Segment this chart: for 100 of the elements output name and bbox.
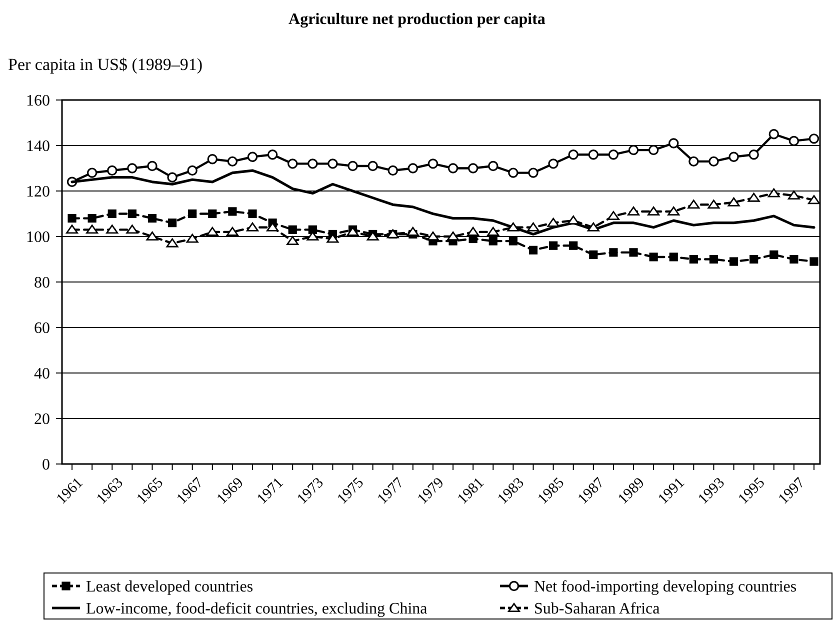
point bbox=[247, 152, 258, 162]
point bbox=[669, 252, 678, 262]
point bbox=[528, 168, 538, 178]
y-tick-label: 0 bbox=[42, 456, 50, 474]
point bbox=[408, 163, 418, 174]
point bbox=[147, 160, 158, 172]
point bbox=[107, 165, 118, 176]
point bbox=[808, 134, 820, 144]
point bbox=[528, 246, 538, 254]
point bbox=[708, 200, 720, 209]
point bbox=[166, 238, 178, 248]
x-tick-label: 1981 bbox=[454, 474, 488, 508]
y-tick-label: 40 bbox=[34, 366, 50, 383]
point bbox=[426, 232, 439, 240]
point bbox=[328, 158, 338, 169]
point bbox=[648, 206, 660, 216]
point bbox=[728, 197, 740, 206]
point bbox=[748, 150, 759, 160]
point bbox=[88, 214, 96, 223]
y-tick-label: 120 bbox=[26, 184, 50, 201]
point bbox=[628, 206, 640, 216]
point bbox=[288, 225, 297, 234]
point bbox=[447, 232, 460, 240]
point bbox=[607, 211, 620, 220]
point bbox=[108, 209, 116, 218]
point bbox=[568, 150, 578, 160]
point bbox=[728, 152, 739, 162]
y-tick-label: 100 bbox=[26, 229, 50, 246]
point bbox=[748, 192, 760, 202]
point bbox=[206, 226, 218, 236]
point bbox=[267, 150, 278, 160]
point bbox=[629, 248, 638, 257]
legend-label: Low-income, food-deficit countries, excluding China bbox=[86, 600, 428, 618]
point bbox=[649, 252, 658, 262]
y-tick-label: 60 bbox=[34, 320, 50, 338]
point bbox=[188, 209, 197, 218]
point bbox=[226, 226, 238, 236]
point bbox=[467, 226, 480, 236]
point bbox=[668, 206, 680, 216]
point bbox=[227, 156, 238, 167]
point bbox=[648, 144, 659, 156]
point bbox=[186, 234, 198, 243]
point bbox=[168, 218, 177, 228]
x-tick-label: 1961 bbox=[54, 474, 86, 508]
legend-label: Least developed countries bbox=[86, 578, 254, 596]
point bbox=[589, 250, 598, 259]
point bbox=[348, 160, 358, 172]
point bbox=[68, 214, 76, 223]
point bbox=[487, 226, 500, 236]
point bbox=[768, 188, 780, 198]
point bbox=[187, 165, 198, 176]
point bbox=[527, 222, 540, 232]
y-tick-label: 20 bbox=[34, 411, 50, 428]
point bbox=[567, 216, 580, 225]
point bbox=[488, 160, 498, 172]
point bbox=[608, 150, 619, 160]
point bbox=[609, 248, 618, 257]
point bbox=[148, 214, 157, 223]
point bbox=[388, 165, 398, 176]
chart-title: Agriculture net production per capita bbox=[288, 11, 546, 28]
point bbox=[788, 136, 800, 146]
point bbox=[288, 158, 298, 169]
point bbox=[167, 172, 178, 182]
point bbox=[86, 168, 98, 178]
point bbox=[66, 224, 78, 234]
point bbox=[508, 236, 518, 246]
point bbox=[207, 154, 218, 164]
point bbox=[668, 138, 679, 148]
y-tick-label: 140 bbox=[26, 138, 50, 156]
x-tick-label: 1991 bbox=[655, 474, 688, 508]
point bbox=[548, 241, 558, 250]
point bbox=[587, 222, 600, 232]
point bbox=[126, 224, 138, 234]
y-tick-label: 80 bbox=[34, 274, 50, 292]
point bbox=[790, 254, 798, 264]
point bbox=[127, 163, 138, 174]
point bbox=[488, 236, 498, 246]
point bbox=[228, 207, 237, 216]
point bbox=[788, 190, 800, 200]
point bbox=[688, 200, 700, 209]
point bbox=[468, 163, 478, 174]
point bbox=[768, 129, 779, 140]
x-tick-label: 1971 bbox=[254, 474, 287, 508]
point bbox=[106, 224, 118, 234]
point bbox=[508, 168, 518, 178]
point bbox=[428, 158, 438, 169]
point bbox=[810, 257, 818, 266]
point bbox=[406, 226, 419, 236]
point bbox=[689, 254, 698, 264]
point bbox=[208, 209, 217, 218]
point bbox=[688, 156, 699, 167]
legend-label: Net food-importing developing countries bbox=[534, 578, 797, 596]
y-tick-label: 160 bbox=[26, 92, 50, 110]
point bbox=[729, 257, 738, 266]
point bbox=[709, 254, 718, 264]
point bbox=[569, 241, 578, 250]
point bbox=[808, 195, 820, 204]
point bbox=[548, 158, 558, 169]
legend-label: Sub-Saharan Africa bbox=[534, 600, 660, 618]
point bbox=[448, 163, 458, 174]
